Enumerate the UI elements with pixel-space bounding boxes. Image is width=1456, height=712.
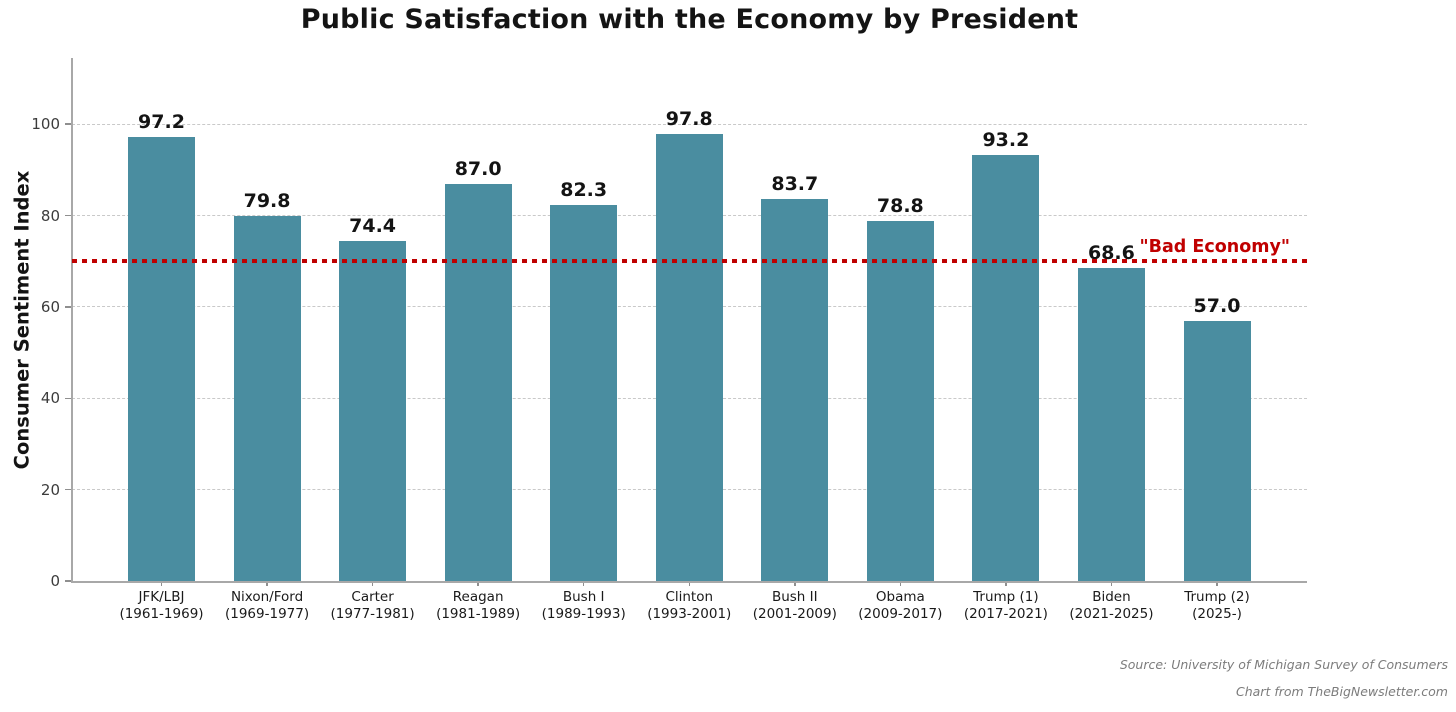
- x-tick-mark: [477, 581, 479, 586]
- x-tick-label: JFK/LBJ (1961-1969): [87, 589, 237, 622]
- x-tick-mark: [1110, 581, 1113, 586]
- x-tick-name: Obama: [875, 589, 925, 605]
- bar: [444, 183, 512, 581]
- y-tick-label: 0: [50, 572, 60, 590]
- bar-value-label: 87.0: [454, 157, 502, 180]
- x-tick-mark: [1005, 581, 1007, 586]
- bar-value-label: 57.0: [1193, 294, 1241, 317]
- x-axis-spine: [71, 581, 1307, 583]
- x-tick-term: (2001-2009): [752, 605, 837, 622]
- x-tick-name: JFK/LBJ: [138, 589, 185, 605]
- bar: [655, 134, 723, 581]
- bar-value-label: 78.8: [876, 195, 924, 218]
- x-tick-term: (1981-1989): [436, 605, 521, 622]
- x-tick-term: (1961-1969): [119, 605, 204, 622]
- x-tick-name: Bush I: [562, 589, 605, 605]
- x-tick-mark: [794, 581, 796, 586]
- y-gridline: [72, 123, 1307, 125]
- y-tick-mark: [65, 123, 72, 125]
- bar: [972, 155, 1040, 581]
- x-tick-term: (1989-1993): [541, 605, 626, 622]
- y-tick-label: 100: [31, 115, 60, 134]
- x-tick-term: (1977-1981): [330, 605, 415, 622]
- x-tick-label: Bush II (2001-2009): [720, 589, 870, 622]
- x-tick-label: Obama (2009-2017): [825, 589, 975, 622]
- x-tick-term: (2017-2021): [963, 605, 1048, 622]
- y-tick-label: 40: [40, 389, 60, 408]
- bar-value-label: 79.8: [243, 190, 291, 213]
- x-tick-name: Reagan: [452, 589, 504, 605]
- reference-line-label: "Bad Economy": [1139, 237, 1290, 257]
- bar: [550, 205, 618, 581]
- bar: [761, 198, 829, 581]
- x-tick-term: (2009-2017): [858, 605, 943, 622]
- x-tick-mark: [371, 581, 374, 586]
- bar: [128, 137, 195, 581]
- x-tick-term: (1993-2001): [647, 605, 732, 622]
- credit-text: Chart from TheBigNewsletter.com: [1236, 684, 1448, 699]
- y-axis-spine: [71, 58, 73, 582]
- bar: [1183, 320, 1251, 581]
- bar-value-label: 83.7: [771, 172, 819, 195]
- y-tick-mark: [65, 580, 72, 582]
- x-tick-term: (2021-2025): [1069, 605, 1154, 622]
- bar-value-label: 97.8: [665, 108, 713, 131]
- chart-title: Public Satisfaction with the Economy by …: [300, 4, 1079, 35]
- reference-line: [72, 259, 1307, 264]
- x-tick-label: Trump (2) (2025-): [1142, 589, 1292, 622]
- x-tick-name: Trump (1): [973, 589, 1039, 605]
- bar: [339, 241, 407, 581]
- x-tick-mark: [688, 581, 690, 586]
- x-tick-label: Bush I (1989-1993): [509, 589, 659, 622]
- bar-value-label: 68.6: [1087, 241, 1135, 264]
- x-tick-label: Trump (1) (2017-2021): [931, 589, 1081, 622]
- y-tick-mark: [65, 488, 72, 491]
- x-tick-term: (2025-): [1192, 605, 1242, 622]
- x-tick-label: Reagan (1981-1989): [403, 589, 553, 622]
- x-tick-mark: [266, 581, 268, 586]
- bar: [233, 216, 301, 581]
- bar-value-label: 93.2: [982, 129, 1030, 152]
- y-tick-mark: [65, 397, 72, 400]
- x-tick-name: Bush II: [771, 589, 818, 605]
- x-tick-mark: [582, 581, 585, 586]
- x-tick-name: Trump (2): [1184, 589, 1250, 605]
- bar-value-label: 97.2: [138, 111, 185, 134]
- y-tick-label: 20: [40, 480, 60, 499]
- y-tick-label: 60: [40, 297, 60, 316]
- x-tick-label: Nixon/Ford (1969-1977): [192, 589, 342, 622]
- x-tick-label: Biden (2021-2025): [1036, 589, 1186, 622]
- x-tick-name: Nixon/Ford: [230, 589, 304, 605]
- x-tick-mark: [899, 581, 902, 586]
- x-tick-mark: [1216, 581, 1218, 586]
- x-tick-label: Carter (1977-1981): [298, 589, 448, 622]
- y-tick-mark: [65, 306, 72, 308]
- y-tick-label: 80: [40, 206, 60, 225]
- x-tick-mark: [160, 581, 163, 586]
- y-tick-mark: [65, 214, 72, 217]
- x-tick-name: Biden: [1092, 589, 1131, 605]
- source-text: Source: University of Michigan Survey of…: [1119, 657, 1448, 672]
- bar: [1077, 267, 1145, 581]
- x-tick-name: Carter: [351, 589, 394, 605]
- bar: [866, 221, 934, 581]
- bar-value-label: 82.3: [560, 179, 608, 202]
- x-tick-name: Clinton: [665, 589, 714, 605]
- x-tick-term: (1969-1977): [224, 605, 310, 622]
- x-tick-label: Clinton (1993-2001): [614, 589, 764, 622]
- bar-value-label: 74.4: [349, 215, 397, 238]
